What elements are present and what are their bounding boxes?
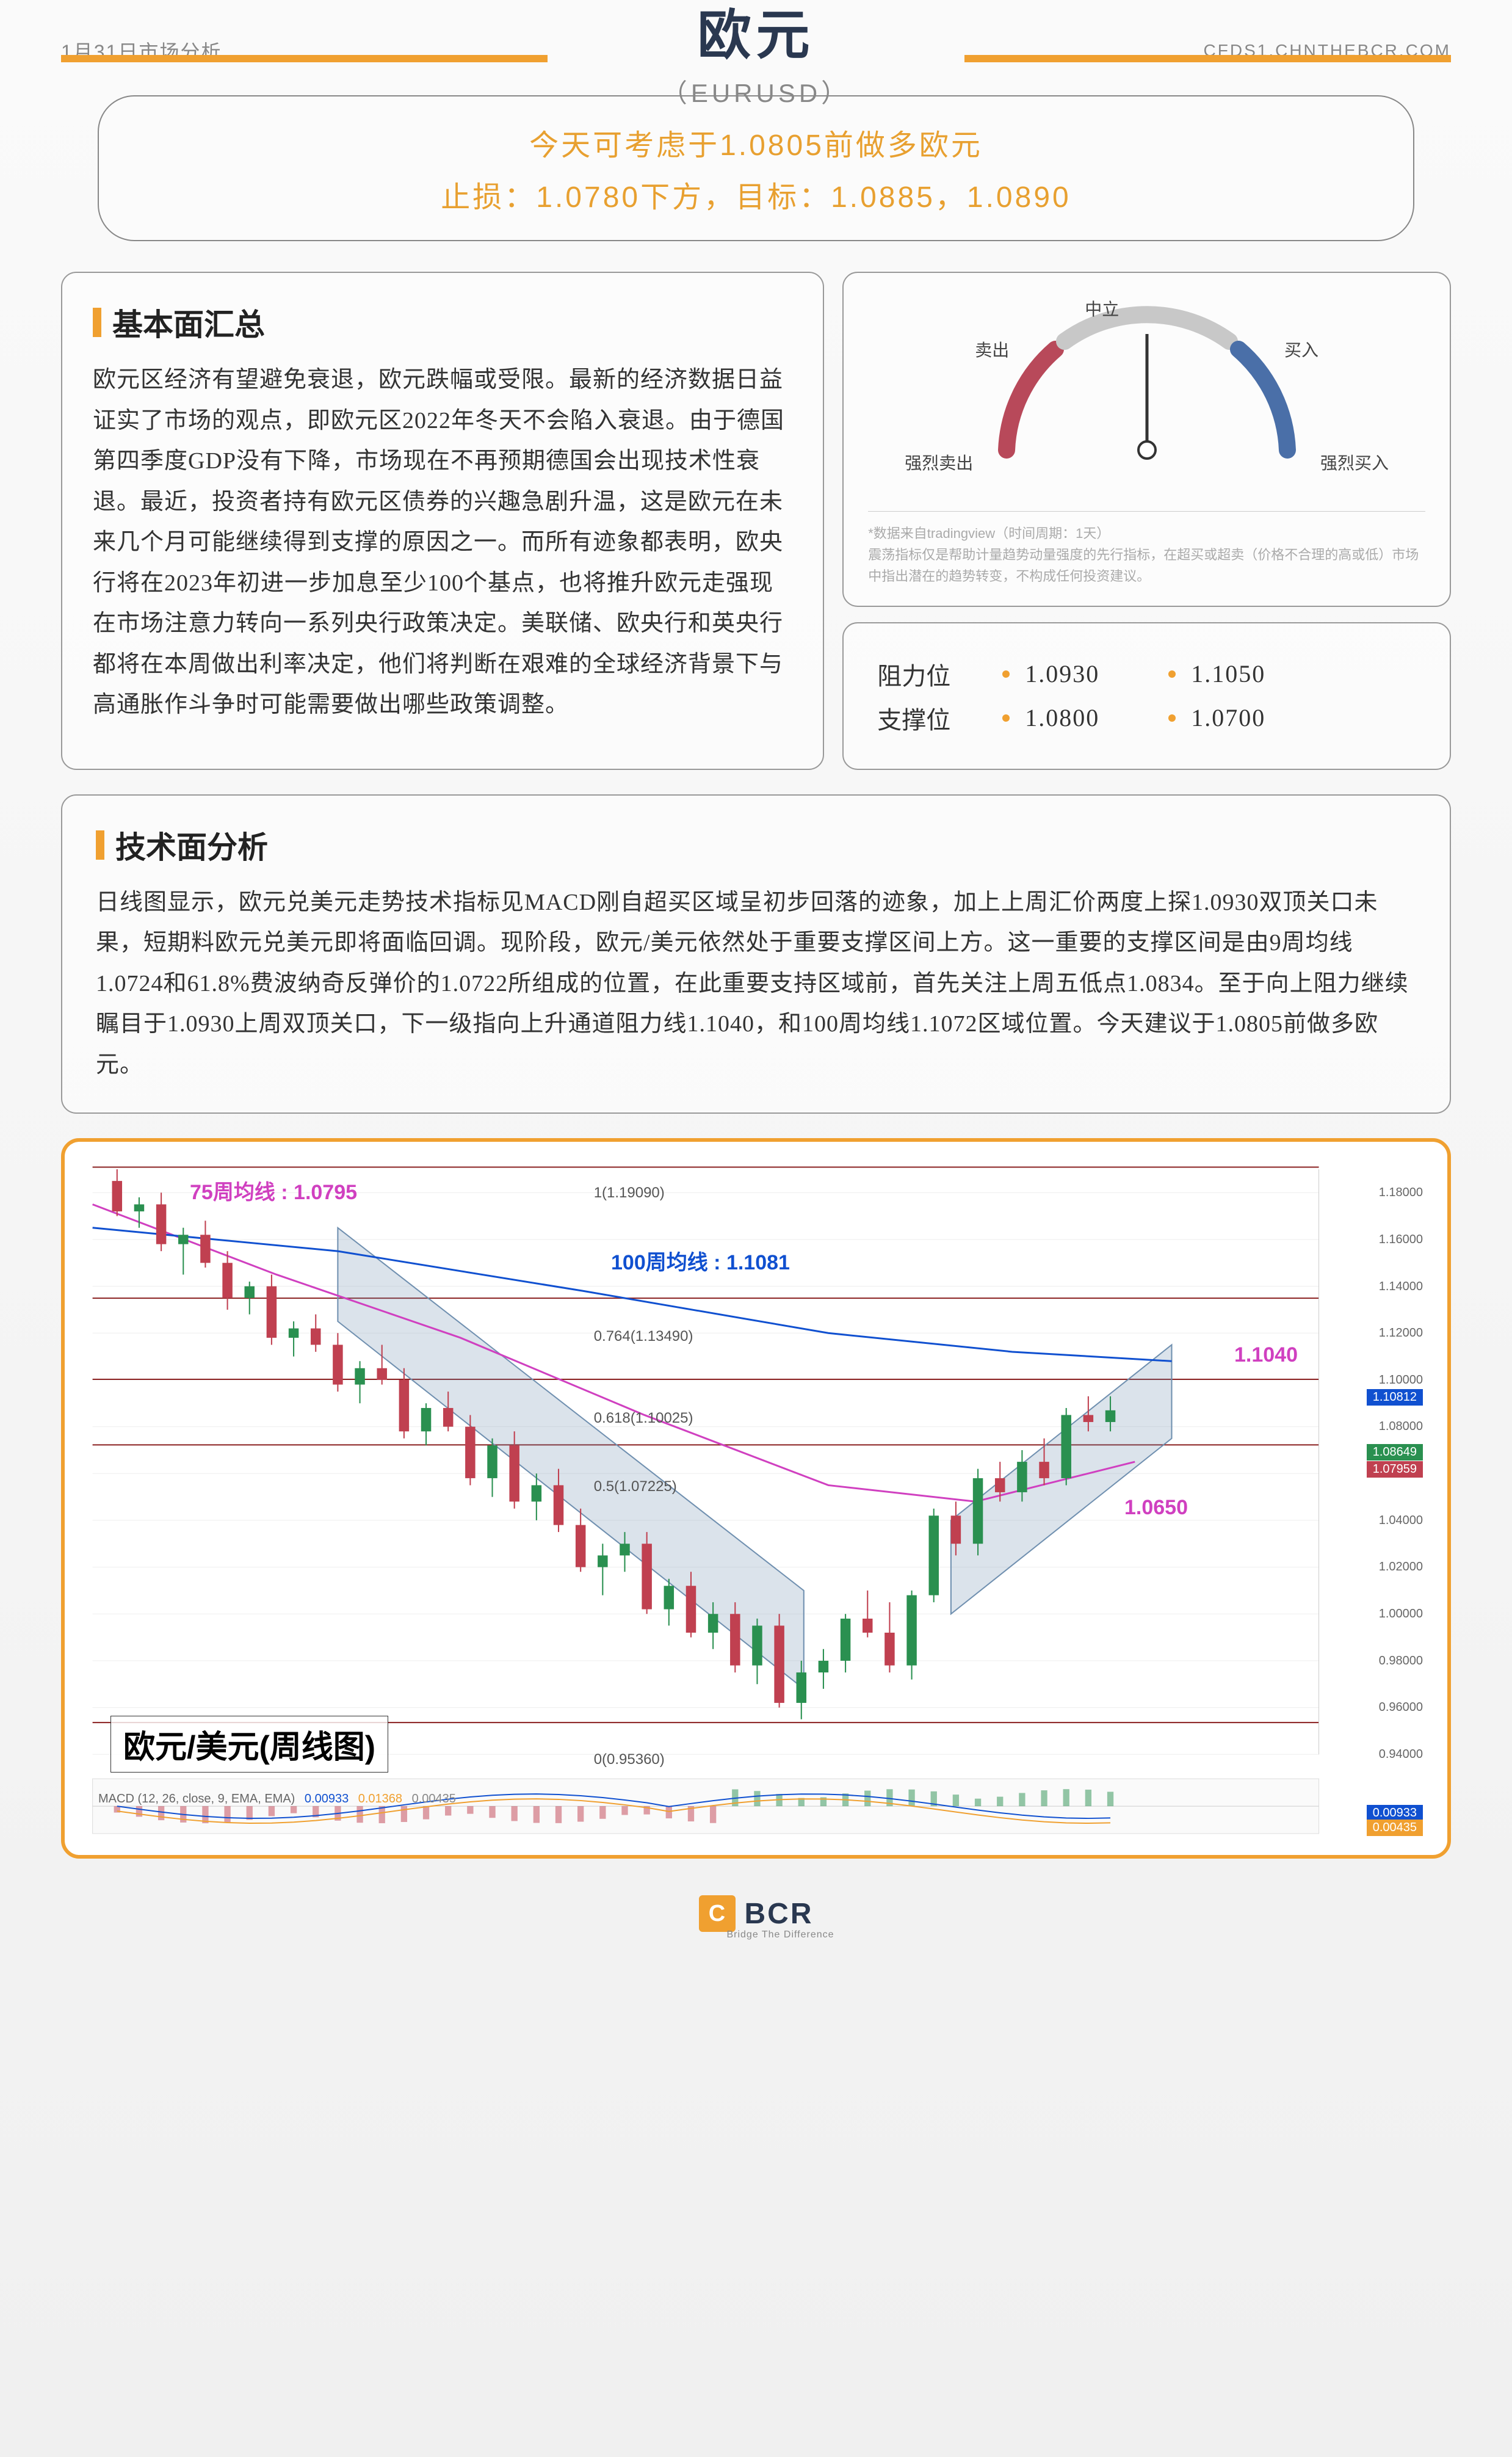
y-axis-tick: 0.94000 [1379,1747,1423,1762]
fib-level-label: 1(1.19090) [594,1185,665,1202]
bullet-icon [1168,714,1176,722]
resistance-label: 阻力位 [877,656,987,692]
technical-body: 日线图显示，欧元兑美元走势技术指标见MACD刚自超买区域呈初步回落的迹象，加上上… [96,882,1416,1086]
chart-title: 欧元/美元(周线图) [110,1716,388,1773]
support-2: 1.0700 [1191,703,1319,732]
support-label: 支撑位 [877,700,987,736]
macd-tag: 0.00435 [1367,1820,1423,1836]
signal-sl-tp: 止损：1.0780下方，目标：1.0885，1.0890 [136,173,1376,216]
technical-panel: 技术面分析 日线图显示，欧元兑美元走势技术指标见MACD刚自超买区域呈初步回落的… [61,794,1451,1114]
page-subtitle: （EURUSD） [662,73,850,110]
y-axis-tick: 1.10000 [1379,1373,1423,1387]
brand-name: BCR [745,1897,814,1931]
resistance-row: 阻力位 1.0930 1.1050 [877,656,1416,692]
fib-level-label: 0.618(1.10025) [594,1410,693,1427]
bullet-icon [1002,670,1010,678]
gauge-panel: 强烈卖出 卖出 中立 买入 强烈买入 *数据来自tradingview（时间周期… [842,272,1451,607]
header: 1月31日市场分析 欧元 （EURUSD） CFDS1.CHNTHEBCR.CO… [61,37,1451,65]
y-axis-tick: 1.12000 [1379,1326,1423,1340]
support-1: 1.0800 [1025,703,1153,732]
gauge-label-strong-buy: 强烈买入 [1320,450,1389,474]
bullet-icon [1002,714,1010,722]
brand-logo-icon: C [699,1895,736,1932]
footer: C BCR Bridge The Difference [61,1895,1451,1932]
y-axis-tick: 1.00000 [1379,1607,1423,1621]
bullet-icon [1168,670,1176,678]
level-1104-annotation: 1.1040 [1234,1343,1298,1367]
brand-tagline: Bridge The Difference [726,1929,834,1940]
gauge-label-buy: 买入 [1284,337,1318,361]
gauge-label-neutral: 中立 [1085,296,1119,321]
chart-panel: 1.18000 1.16000 1.14000 1.12000 1.10000 1.080… [61,1138,1451,1859]
gauge-label-sell: 卖出 [975,337,1009,361]
gauge-label-strong-sell: 强烈卖出 [905,450,973,474]
price-tag: 1.07959 [1367,1461,1423,1478]
macd-label: MACD (12, 26, close, 9, EMA, EMA) 0.0093… [98,1792,456,1806]
y-axis-tick: 1.16000 [1379,1233,1423,1247]
header-title-block: 欧元 （EURUSD） [662,0,850,110]
price-chart: 1.18000 1.16000 1.14000 1.12000 1.10000 1.080… [80,1157,1432,1840]
y-axis-tick: 1.08000 [1379,1420,1423,1434]
signal-entry: 今天可考虑于1.0805前做多欧元 [136,121,1376,164]
signal-box: 今天可考虑于1.0805前做多欧元 止损：1.0780下方，目标：1.0885，… [98,95,1414,241]
ma75-annotation: 75周均线 : 1.0795 [190,1175,357,1205]
technical-title: 技术面分析 [96,823,1416,867]
levels-panel: 阻力位 1.0930 1.1050 支撑位 1.0800 1.0700 [842,622,1451,770]
y-axis-tick: 0.96000 [1379,1700,1423,1715]
fib-level-label: 0.764(1.13490) [594,1328,693,1345]
price-tag: 1.08649 [1367,1444,1423,1461]
y-axis-tick: 0.98000 [1379,1654,1423,1668]
gauge-note-disclaimer: 震荡指标仅是帮助计量趋势动量强度的先行指标，在超买或超卖（价格不合理的高或低）市… [868,544,1425,587]
page-title: 欧元 [662,0,850,70]
fib-level-label: 0.5(1.07225) [594,1478,677,1495]
level-1065-annotation: 1.0650 [1124,1496,1188,1520]
fundamentals-title: 基本面汇总 [93,300,792,344]
ma100-annotation: 100周均线 : 1.1081 [611,1246,790,1276]
fundamentals-body: 欧元区经济有望避免衰退，欧元跌幅或受限。最新的经济数据日益证实了市场的观点，即欧… [93,360,792,725]
header-rule-right [964,55,1451,62]
y-axis-tick: 1.18000 [1379,1186,1423,1200]
header-rule-left [61,55,548,62]
resistance-1: 1.0930 [1025,659,1153,688]
y-axis-tick: 1.04000 [1379,1514,1423,1528]
gauge-note: *数据来自tradingview（时间周期：1天） 震荡指标仅是帮助计量趋势动量… [868,511,1425,587]
fib-level-label: 0(0.95360) [594,1751,665,1768]
y-axis-tick: 1.14000 [1379,1280,1423,1294]
resistance-2: 1.1050 [1191,659,1319,688]
price-tag: 1.10812 [1367,1389,1423,1406]
fundamentals-panel: 基本面汇总 欧元区经济有望避免衰退，欧元跌幅或受限。最新的经济数据日益证实了市场… [61,272,824,770]
sentiment-gauge: 强烈卖出 卖出 中立 买入 强烈买入 [868,291,1425,499]
gauge-note-source: *数据来自tradingview（时间周期：1天） [868,523,1425,544]
support-row: 支撑位 1.0800 1.0700 [877,700,1416,736]
macd-tag: 0.00933 [1367,1805,1423,1821]
y-axis-tick: 1.02000 [1379,1560,1423,1574]
